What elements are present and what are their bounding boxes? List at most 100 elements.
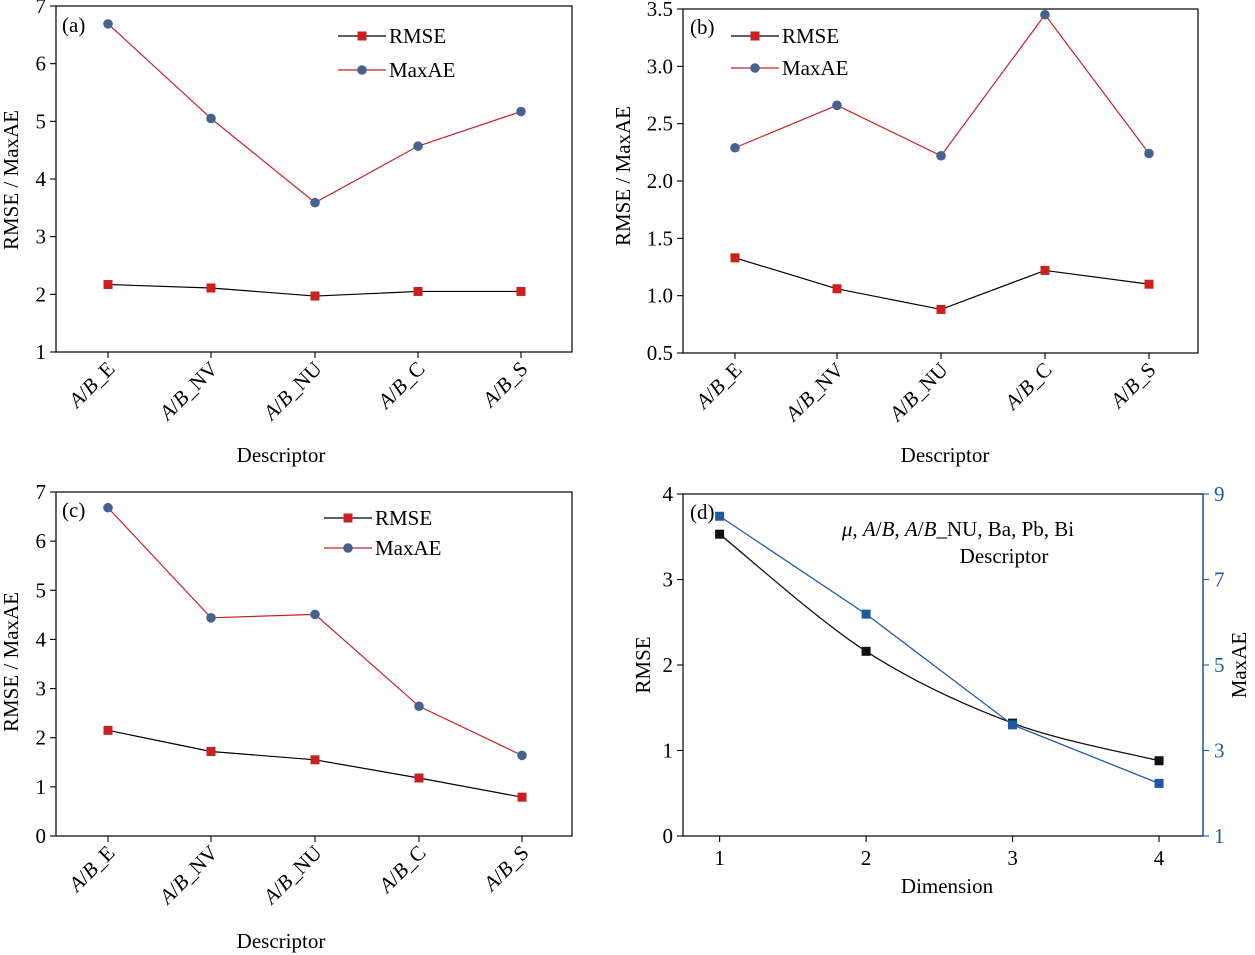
legend-item-rmse: RMSE xyxy=(338,24,446,48)
data-point-maxae xyxy=(1154,778,1164,788)
panel-label: (b) xyxy=(690,15,715,39)
data-point-maxae xyxy=(1144,148,1154,159)
y-tick-label: 0 xyxy=(36,824,47,848)
x-tick-label: A/B_C xyxy=(373,841,431,899)
y-tick-label: 0 xyxy=(663,824,674,848)
data-point-maxae xyxy=(936,150,946,161)
data-point-maxae xyxy=(414,701,424,712)
annotation-descriptor-label: Descriptor xyxy=(960,544,1049,568)
panel-label: (c) xyxy=(62,498,85,522)
y-right-tick-label: 1 xyxy=(1214,824,1225,848)
y-tick-label: 2 xyxy=(36,726,47,750)
data-point-rmse xyxy=(861,646,871,656)
y-right-tick-label: 3 xyxy=(1214,739,1225,763)
x-axis-label: Descriptor xyxy=(237,929,326,953)
data-point-rmse xyxy=(206,746,216,756)
series-line-rmse xyxy=(734,257,1150,311)
y-tick-label: 7 xyxy=(36,480,47,504)
data-point-rmse xyxy=(414,773,424,783)
annotation-descriptor-list: μ, A/B, A/B_NU, Ba, Pb, Bi xyxy=(841,517,1074,541)
data-point-maxae xyxy=(730,142,740,153)
y-tick-label: 5 xyxy=(36,578,47,602)
x-tick-label: A/B_S xyxy=(1104,358,1160,414)
data-point-rmse xyxy=(1144,279,1154,289)
y-axis-label: RMSE / MaxAE xyxy=(611,106,635,246)
y-tick-label: 1.5 xyxy=(647,226,673,250)
legend-label: RMSE xyxy=(375,506,432,530)
y-tick-label: 1.0 xyxy=(647,284,673,308)
chart-panel-2: (b) 0.5 1.0 1.5 2.0 2.5 3.0 3.5 RMSE / MaxAE Desc… xyxy=(611,0,1199,467)
legend-item-maxae: MaxAE xyxy=(731,56,849,80)
legend-label: MaxAE xyxy=(782,56,849,80)
panel-label: (a) xyxy=(62,13,85,37)
data-point-rmse xyxy=(310,291,320,301)
legend-marker xyxy=(750,31,760,41)
data-point-rmse xyxy=(715,529,725,539)
y-tick-label: 3.0 xyxy=(647,54,673,78)
legend-item-maxae: MaxAE xyxy=(338,58,456,82)
y-tick-label: 3.5 xyxy=(647,0,673,21)
x-axis-label: Descriptor xyxy=(237,443,326,467)
y-tick-label: 6 xyxy=(36,52,47,76)
x-tick-label: A/B_S xyxy=(477,841,533,897)
x-axis-label: Dimension xyxy=(901,874,994,898)
legend-label: RMSE xyxy=(389,24,446,48)
y-axis-label: RMSE xyxy=(631,636,655,693)
panel-label: (d) xyxy=(690,500,715,524)
y-tick-label: 2 xyxy=(36,282,47,306)
series-line-rmse xyxy=(719,533,1160,762)
x-tick-label: A/B_S xyxy=(476,357,532,413)
data-point-rmse xyxy=(413,286,423,296)
data-point-maxae xyxy=(517,750,527,761)
y-tick-label: 7 xyxy=(36,0,47,18)
y-tick-label: 1 xyxy=(36,340,47,364)
data-point-rmse xyxy=(1040,265,1050,275)
x-tick-label: A/B_NV xyxy=(153,357,223,427)
plot-frame xyxy=(55,491,573,837)
x-axis-label: Descriptor xyxy=(901,443,990,467)
data-point-maxae xyxy=(310,197,320,208)
data-point-maxae xyxy=(1008,720,1018,730)
x-tick-label: A/B_NU xyxy=(257,841,327,911)
y-right-tick-label: 9 xyxy=(1214,482,1225,506)
y-tick-label: 5 xyxy=(36,109,47,133)
x-tick-label: A/B_C xyxy=(372,357,430,415)
data-point-maxae xyxy=(310,609,320,620)
data-point-rmse xyxy=(516,286,526,296)
legend-marker xyxy=(750,63,760,73)
x-tick-label: 3 xyxy=(1007,846,1018,870)
x-tick-label: 1 xyxy=(714,846,725,870)
data-point-maxae xyxy=(103,502,113,513)
y-tick-label: 0.5 xyxy=(647,341,673,365)
data-point-rmse xyxy=(310,755,320,765)
y-tick-label: 1 xyxy=(36,775,47,799)
data-point-maxae xyxy=(861,609,871,619)
data-point-maxae xyxy=(413,141,423,151)
x-tick-label: A/B_E xyxy=(62,841,119,898)
x-tick-label: 4 xyxy=(1154,846,1165,870)
data-point-maxae xyxy=(715,511,725,521)
legend-marker xyxy=(343,513,353,523)
y-tick-label: 2.0 xyxy=(647,169,673,193)
legend-item-maxae: MaxAE xyxy=(324,536,442,560)
data-point-maxae xyxy=(103,19,113,29)
y-tick-label: 4 xyxy=(663,482,674,506)
y-right-tick-label: 5 xyxy=(1214,653,1225,677)
chart-panel-3: (c) 0 1 2 3 4 5 6 7 RMSE / MaxAE Descriptor A/B_E A/… xyxy=(0,480,573,953)
y-right-axis-label: MaxAE xyxy=(1227,632,1251,699)
data-point-rmse xyxy=(1154,756,1164,766)
chart-panel-1: (a) 1 2 3 4 5 6 7 RMSE / MaxAE Descriptor A/B_E A/B… xyxy=(0,0,573,467)
legend-item-rmse: RMSE xyxy=(324,506,432,530)
y-tick-label: 3 xyxy=(36,677,47,701)
series-line-maxae xyxy=(107,23,522,204)
y-tick-label: 3 xyxy=(36,225,47,249)
x-tick-label: A/B_NV xyxy=(153,841,223,911)
x-tick-label: A/B_NU xyxy=(883,358,953,428)
data-point-rmse xyxy=(936,304,946,314)
data-point-maxae xyxy=(206,113,216,124)
x-tick-label: A/B_C xyxy=(999,358,1057,416)
data-point-rmse xyxy=(517,792,527,802)
x-tick-label: A/B_NV xyxy=(779,358,849,428)
data-point-maxae xyxy=(1040,9,1050,20)
data-point-rmse xyxy=(832,284,842,294)
